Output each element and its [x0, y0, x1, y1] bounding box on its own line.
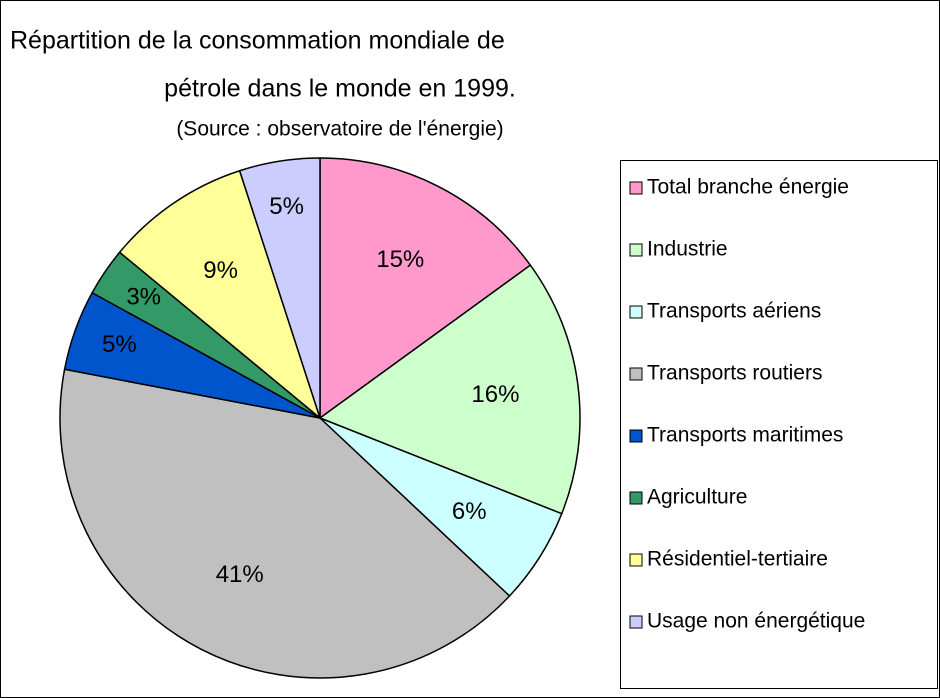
legend-swatch: [629, 181, 643, 195]
legend-swatch: [629, 553, 643, 567]
data-label: 41%: [216, 561, 264, 588]
data-label: 15%: [376, 246, 424, 273]
data-label: 3%: [126, 284, 161, 311]
legend-label: Transports aériens: [647, 300, 821, 323]
legend-swatch: [629, 243, 643, 257]
data-label: 5%: [102, 331, 137, 358]
data-label: 6%: [452, 498, 487, 525]
legend-swatch: [629, 367, 643, 381]
legend-box: [620, 160, 938, 689]
data-label: 9%: [203, 257, 238, 284]
chart-subtitle: (Source : observatoire de l'énergie): [176, 118, 503, 141]
legend-swatch: [629, 305, 643, 319]
legend-label: Transports routiers: [647, 362, 822, 385]
pie-slice: [59, 368, 511, 679]
legend-label: Industrie: [647, 238, 728, 261]
legend-swatch: [629, 491, 643, 505]
legend-label: Total branche énergie: [647, 176, 849, 199]
pie-slice: [118, 169, 322, 421]
data-label: 5%: [269, 193, 304, 220]
legend-label: Résidentiel-tertiaire: [647, 548, 828, 571]
chart-title: pétrole dans le monde en 1999.: [164, 75, 516, 103]
pie-slice: [238, 157, 321, 419]
pie-slice: [319, 157, 532, 420]
legend-swatch: [629, 429, 643, 443]
pie-slice: [318, 264, 581, 515]
chart-title: Répartition de la consommation mondiale …: [10, 27, 505, 55]
legend-label: Usage non énergétique: [647, 610, 865, 633]
legend-swatch: [629, 615, 643, 629]
legend-label: Transports maritimes: [647, 424, 843, 447]
data-label: 16%: [471, 381, 519, 408]
legend-label: Agriculture: [647, 486, 747, 509]
